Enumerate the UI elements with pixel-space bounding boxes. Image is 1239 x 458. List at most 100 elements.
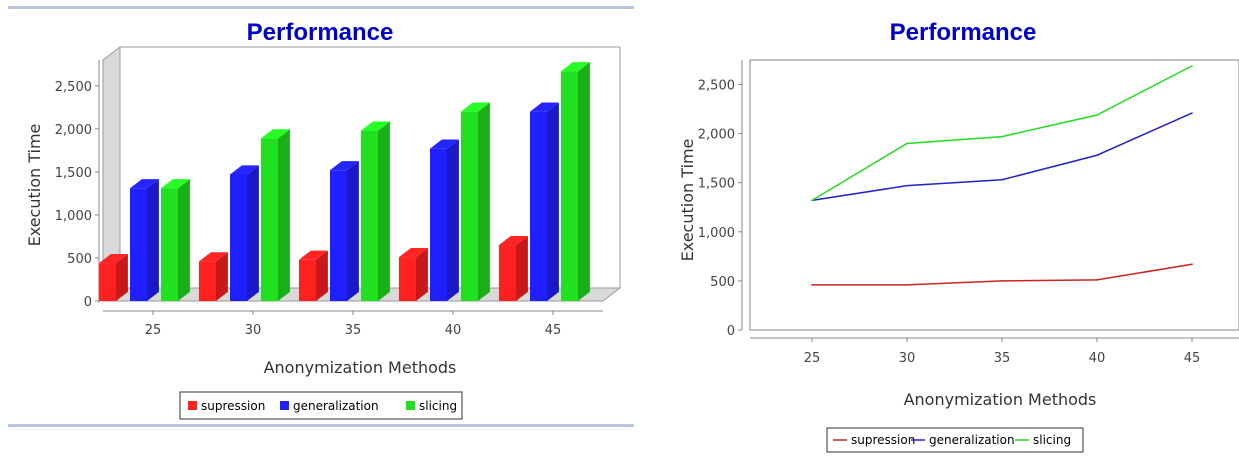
bar-supression-30 (199, 252, 228, 301)
legend: supression generalization slicing (179, 391, 463, 420)
x-tick-label: 30 (899, 351, 916, 366)
plot-frame (749, 59, 1239, 331)
bar-generalization-35 (330, 161, 359, 301)
y-tick-label: 1,500 (55, 166, 92, 181)
bar-front (99, 263, 116, 301)
bar-front (199, 261, 216, 301)
bar-side (178, 179, 190, 301)
bar-side (447, 139, 459, 301)
x-tick-label: 30 (245, 323, 262, 338)
y-tick-label: 0 (727, 324, 735, 339)
bar-generalization-30 (230, 165, 259, 301)
point-slicing-45 (1191, 65, 1193, 67)
bar-side (116, 254, 128, 301)
bar-top (261, 129, 290, 139)
y-tick-label: 1,000 (698, 226, 735, 241)
legend-box (826, 427, 1084, 453)
line-chart: Performance Execution Time Anonymization… (678, 19, 1239, 453)
y-axis-label: Execution Time (678, 139, 697, 262)
legend-label: generalization (929, 433, 1015, 447)
bar-side (478, 102, 490, 302)
y-tick-label: 1,500 (698, 177, 735, 192)
y-tick-label: 2,000 (55, 123, 92, 138)
y-tick-label: 2,000 (698, 128, 735, 143)
x-tick-label: 45 (545, 323, 562, 338)
bar-top (330, 161, 359, 171)
bar-top (230, 165, 259, 175)
bar-front (399, 257, 416, 301)
bar-chart-panel: Performance Execution Time Anonymization… (8, 6, 634, 427)
bar-supression-35 (299, 250, 328, 301)
x-tick-label: 45 (1184, 351, 1201, 366)
x-tick-label: 40 (1089, 351, 1106, 366)
bar-side (547, 102, 559, 302)
x-tick-label: 40 (445, 323, 462, 338)
point-generalization-45 (1191, 112, 1193, 114)
bar-front (499, 245, 516, 301)
bar-side (247, 165, 259, 301)
bar-top (499, 235, 528, 246)
legend-label: generalization (293, 399, 379, 413)
line-chart-panel: Performance Execution Time Anonymization… (650, 0, 1239, 453)
bar-top (130, 179, 159, 189)
point-supression-45 (1191, 263, 1193, 266)
bar-side (378, 121, 390, 301)
x-axis-label: Anonymization Methods (904, 390, 1097, 409)
point-supression-35 (1001, 280, 1003, 282)
legend-swatch (280, 401, 289, 410)
bar-front (330, 170, 347, 301)
x-tick-label: 35 (994, 351, 1011, 366)
bar-chart: Performance Execution Time Anonymization… (8, 6, 634, 427)
point-slicing-25 (811, 199, 813, 202)
bar-top (99, 254, 128, 264)
bar-front (430, 148, 447, 301)
point-supression-30 (906, 284, 908, 286)
bar-side (147, 179, 159, 301)
y-tick-label: 0 (84, 295, 92, 310)
bar-top (461, 102, 490, 112)
bar-top (199, 252, 228, 262)
x-axis-label: Anonymization Methods (264, 358, 457, 377)
point-generalization-40 (1096, 154, 1098, 157)
bar-side (278, 129, 290, 301)
legend: supression generalization slicing (826, 427, 1084, 453)
bar-generalization-45 (530, 102, 559, 302)
point-generalization-30 (906, 184, 908, 187)
x-tick-label: 35 (345, 323, 362, 338)
bar-slicing-35 (361, 121, 390, 301)
bar-slicing-30 (261, 129, 290, 301)
bar-side (516, 235, 528, 301)
bar-slicing-45 (561, 62, 590, 301)
legend-label: supression (201, 399, 265, 413)
legend-swatch (406, 401, 415, 410)
bar-generalization-40 (430, 139, 459, 301)
bar-supression-40 (399, 248, 428, 301)
bar-top (430, 139, 459, 149)
point-slicing-30 (906, 142, 908, 145)
top-rule (8, 6, 634, 9)
plot-area: 0 500 1,000 1,500 2,000 2,500 25 30 35 40 45 (698, 59, 1239, 366)
bar-side (578, 62, 590, 301)
bar-side (316, 250, 328, 301)
bar-side (216, 252, 228, 301)
bar-top (561, 62, 590, 72)
legend-swatch (188, 401, 197, 410)
bar-slicing-40 (461, 102, 490, 302)
bar-front (530, 111, 547, 302)
y-tick-label: 2,500 (55, 80, 92, 95)
bar-side (347, 161, 359, 301)
bar-side (416, 248, 428, 301)
bar-front (230, 174, 247, 301)
bar-front (361, 130, 378, 301)
y-tick-label: 500 (67, 252, 92, 267)
plot-area: 0 500 1,000 1,500 2,000 2,500 25 30 35 40 45 (55, 45, 622, 338)
bar-top (361, 121, 390, 131)
point-slicing-35 (1001, 135, 1003, 138)
legend-label: supression (851, 433, 915, 447)
y-tick-label: 500 (710, 275, 735, 290)
bar-front (261, 138, 278, 301)
bar-top (161, 179, 190, 189)
point-supression-25 (811, 284, 813, 286)
bar-slicing-25 (161, 179, 190, 301)
point-slicing-40 (1096, 114, 1098, 116)
